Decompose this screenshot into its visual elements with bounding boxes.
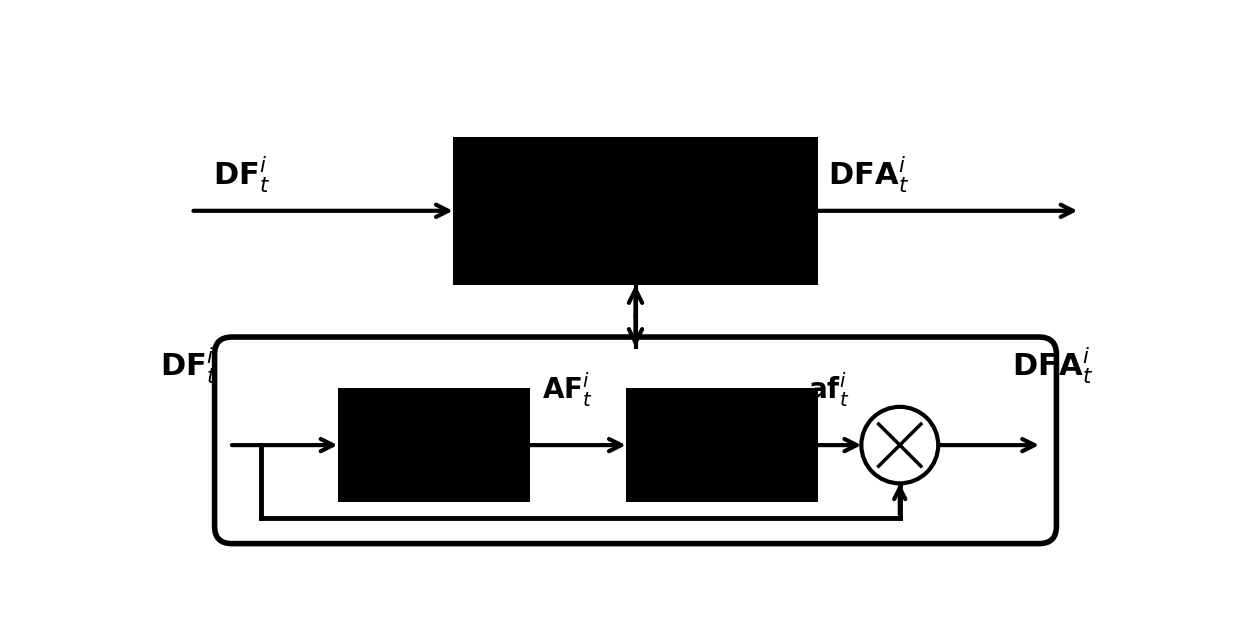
Text: $\mathbf{DF}_{t}^{i}$: $\mathbf{DF}_{t}^{i}$ — [160, 346, 217, 386]
Circle shape — [862, 407, 939, 483]
Bar — [337, 388, 529, 502]
Text: $\mathbf{DF}_{t}^{i}$: $\mathbf{DF}_{t}^{i}$ — [213, 155, 270, 195]
Text: $\mathbf{DFA}_{t}^{i}$: $\mathbf{DFA}_{t}^{i}$ — [1012, 346, 1094, 386]
Bar — [626, 388, 818, 502]
Bar — [453, 137, 818, 285]
Text: $\mathbf{DFA}_{t}^{i}$: $\mathbf{DFA}_{t}^{i}$ — [828, 155, 909, 195]
Text: $\mathbf{AF}_{t}^{i}$: $\mathbf{AF}_{t}^{i}$ — [542, 371, 593, 409]
FancyBboxPatch shape — [215, 337, 1056, 543]
Text: $\mathbf{af}_{t}^{i}$: $\mathbf{af}_{t}^{i}$ — [808, 371, 849, 409]
